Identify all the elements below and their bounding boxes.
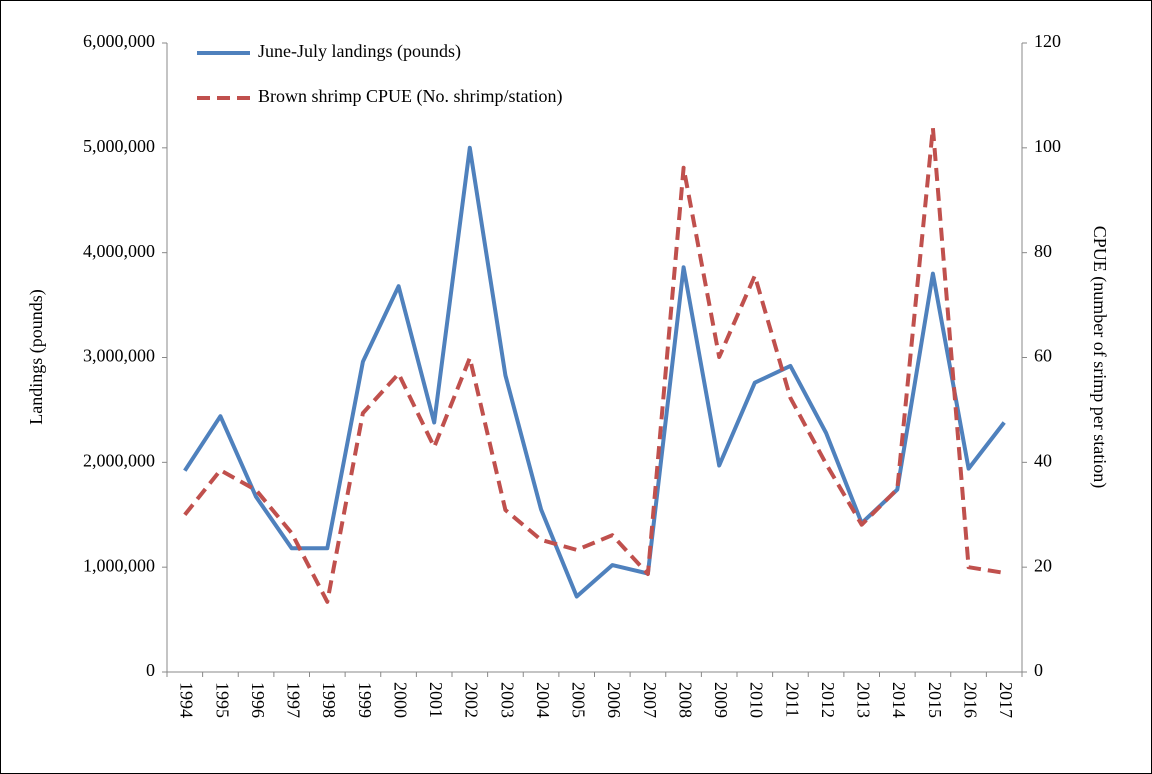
x-tick-label: 2015 — [925, 682, 945, 718]
y-tick-label: 2,000,000 — [83, 450, 155, 470]
x-tick-label: 2017 — [996, 682, 1016, 718]
series-line — [183, 145, 1006, 599]
x-tick-label: 2003 — [497, 682, 517, 718]
x-tick-label: 2000 — [390, 682, 410, 718]
legend-label: June-July landings (pounds) — [258, 41, 461, 62]
series-line — [183, 125, 1005, 604]
legend-label: Brown shrimp CPUE (No. shrimp/station) — [258, 86, 563, 107]
y2-tick-label: 0 — [1034, 660, 1043, 680]
x-tick-label: 2006 — [604, 682, 624, 718]
y2-tick-label: 40 — [1034, 450, 1052, 470]
x-tick-label: 1996 — [248, 682, 268, 718]
y-tick-label: 1,000,000 — [83, 555, 155, 575]
x-tick-label: 2014 — [889, 682, 909, 718]
x-tick-label: 2011 — [782, 682, 802, 717]
y2-tick-label: 100 — [1034, 136, 1061, 156]
x-tick-label: 1994 — [177, 682, 197, 718]
x-tick-label: 2005 — [569, 682, 589, 718]
x-tick-label: 2001 — [426, 682, 446, 718]
y2-tick-label: 80 — [1034, 241, 1052, 261]
x-tick-label: 2013 — [854, 682, 874, 718]
y-tick-label: 3,000,000 — [83, 346, 155, 366]
x-tick-label: 2007 — [640, 682, 660, 718]
x-tick-label: 2012 — [818, 682, 838, 718]
x-tick-label: 2004 — [533, 682, 553, 718]
x-tick-label: 1998 — [319, 682, 339, 718]
y2-tick-label: 20 — [1034, 555, 1052, 575]
y2-axis-title: CPUE (number of srimp per station) — [1089, 226, 1110, 488]
y-tick-label: 4,000,000 — [83, 241, 155, 261]
x-tick-label: 1995 — [212, 682, 232, 718]
y-tick-label: 0 — [146, 660, 155, 680]
y-tick-label: 5,000,000 — [83, 136, 155, 156]
x-tick-label: 2010 — [747, 682, 767, 718]
x-tick-label: 2016 — [960, 682, 980, 718]
x-tick-label: 2002 — [462, 682, 482, 718]
x-tick-label: 1999 — [355, 682, 375, 718]
y-tick-label: 6,000,000 — [83, 31, 155, 51]
x-tick-label: 2008 — [675, 682, 695, 718]
y2-tick-label: 60 — [1034, 346, 1052, 366]
x-tick-label: 2009 — [711, 682, 731, 718]
y-axis-title: Landings (pounds) — [26, 289, 47, 424]
y2-tick-label: 120 — [1034, 31, 1061, 51]
x-tick-label: 1997 — [284, 682, 304, 718]
